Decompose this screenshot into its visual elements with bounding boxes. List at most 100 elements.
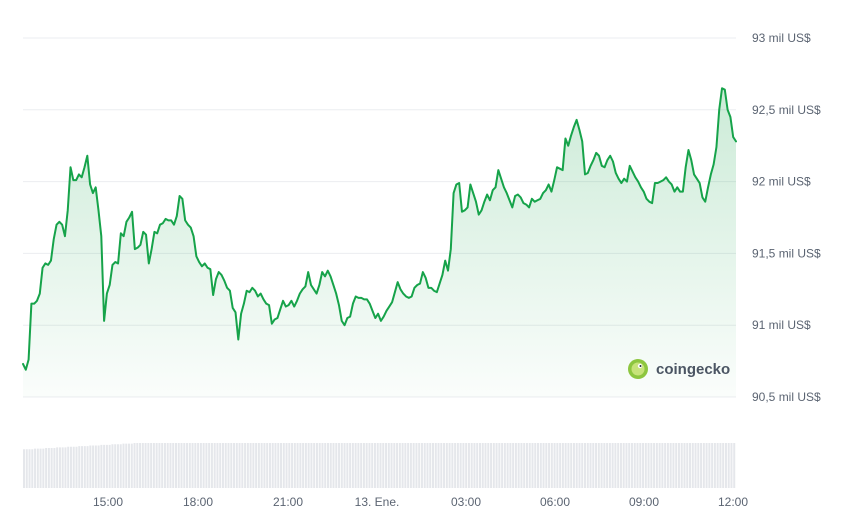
volume-bar bbox=[180, 443, 183, 488]
volume-bar bbox=[78, 446, 81, 489]
volume-bar bbox=[210, 443, 213, 488]
volume-bar bbox=[630, 443, 633, 488]
volume-bar bbox=[523, 443, 526, 488]
volume-bar bbox=[642, 443, 645, 488]
volume-bar bbox=[373, 443, 376, 488]
volume-bar bbox=[233, 443, 236, 488]
volume-bar bbox=[53, 448, 56, 488]
y-tick-label: 90,5 mil US$ bbox=[752, 390, 821, 404]
volume-bar bbox=[537, 443, 540, 488]
volume-bar bbox=[628, 443, 631, 488]
volume-bar bbox=[473, 443, 476, 488]
volume-bar bbox=[655, 443, 658, 488]
volume-bar bbox=[561, 443, 564, 488]
volume-bar bbox=[177, 443, 180, 488]
volume-bar bbox=[589, 443, 592, 488]
volume-bar bbox=[125, 443, 128, 489]
volume-bar bbox=[534, 443, 537, 488]
volume-bar bbox=[219, 443, 222, 488]
volume-bar bbox=[570, 443, 573, 488]
volume-bar bbox=[299, 443, 302, 488]
volume-bar bbox=[379, 443, 382, 488]
watermark-text: coingecko bbox=[656, 361, 730, 378]
volume-bar bbox=[675, 443, 678, 488]
volume-bar bbox=[451, 443, 454, 488]
volume-bar bbox=[415, 443, 418, 488]
volume-bar bbox=[730, 443, 733, 488]
volume-bar bbox=[528, 443, 531, 488]
volume-bar bbox=[274, 443, 277, 488]
volume-bar bbox=[398, 443, 401, 488]
volume-bar bbox=[45, 448, 48, 488]
volume-bar bbox=[147, 443, 150, 488]
volume-bar bbox=[141, 443, 144, 488]
volume-bar bbox=[221, 443, 224, 488]
volume-bar bbox=[318, 443, 321, 488]
y-tick-label: 93 mil US$ bbox=[752, 31, 811, 45]
volume-bar bbox=[669, 443, 672, 488]
x-tick-label: 13. Ene. bbox=[355, 495, 400, 509]
volume-bar bbox=[371, 443, 374, 488]
volume-bar bbox=[487, 443, 490, 488]
volume-bar bbox=[197, 443, 200, 488]
volume-bar bbox=[418, 443, 421, 488]
volume-bar bbox=[83, 446, 86, 489]
volume-bar bbox=[625, 443, 628, 488]
volume-bar bbox=[611, 443, 614, 488]
volume-bar bbox=[559, 443, 562, 488]
volume-bar bbox=[343, 443, 346, 488]
volume-bar bbox=[702, 443, 705, 488]
volume-bar bbox=[700, 443, 703, 488]
volume-bar bbox=[67, 446, 70, 488]
volume-bar bbox=[163, 443, 166, 488]
volume-bar bbox=[608, 443, 611, 488]
y-tick-label: 92 mil US$ bbox=[752, 175, 811, 189]
volume-bar bbox=[636, 443, 639, 488]
volume-bar bbox=[705, 443, 708, 488]
volume-bar bbox=[191, 443, 194, 488]
volume-bar bbox=[260, 443, 263, 488]
volume-bar bbox=[39, 448, 42, 489]
x-tick-label: 12:00 bbox=[718, 495, 748, 509]
volume-bar bbox=[246, 443, 249, 488]
volume-bar bbox=[108, 444, 111, 489]
volume-bar bbox=[130, 443, 133, 489]
volume-bar bbox=[514, 443, 517, 488]
volume-bar bbox=[456, 443, 459, 488]
volume-bar bbox=[161, 443, 164, 488]
volume-bar bbox=[686, 443, 689, 488]
volume-bar bbox=[432, 443, 434, 488]
volume-bar bbox=[213, 443, 216, 488]
volume-bar bbox=[202, 443, 205, 488]
volume-bar bbox=[362, 443, 365, 488]
volume-bar bbox=[42, 448, 45, 489]
volume-bar bbox=[716, 443, 719, 488]
volume-bar bbox=[175, 443, 177, 488]
volume-bar bbox=[230, 443, 233, 488]
volume-bar bbox=[183, 443, 186, 488]
volume-bar bbox=[622, 443, 625, 488]
volume-bar bbox=[23, 449, 25, 488]
volume-bars bbox=[23, 443, 736, 489]
volume-bar bbox=[349, 443, 352, 488]
volume-bar bbox=[227, 443, 230, 488]
volume-bar bbox=[390, 443, 393, 488]
volume-bar bbox=[241, 443, 244, 488]
volume-bar bbox=[28, 449, 31, 488]
volume-bar bbox=[525, 443, 528, 488]
volume-bar bbox=[490, 443, 493, 488]
price-area-fill bbox=[23, 88, 736, 397]
volume-bar bbox=[255, 443, 258, 488]
volume-bar bbox=[152, 443, 155, 488]
volume-bar bbox=[481, 443, 484, 488]
volume-bar bbox=[465, 443, 468, 488]
volume-bar bbox=[205, 443, 208, 488]
volume-bar bbox=[326, 443, 329, 488]
volume-bar bbox=[86, 446, 89, 489]
volume-bar bbox=[291, 443, 294, 488]
volume-bar bbox=[288, 443, 291, 488]
price-line bbox=[22, 87, 737, 371]
volume-bar bbox=[501, 443, 504, 488]
volume-bar bbox=[315, 443, 318, 488]
volume-bar bbox=[586, 443, 589, 488]
